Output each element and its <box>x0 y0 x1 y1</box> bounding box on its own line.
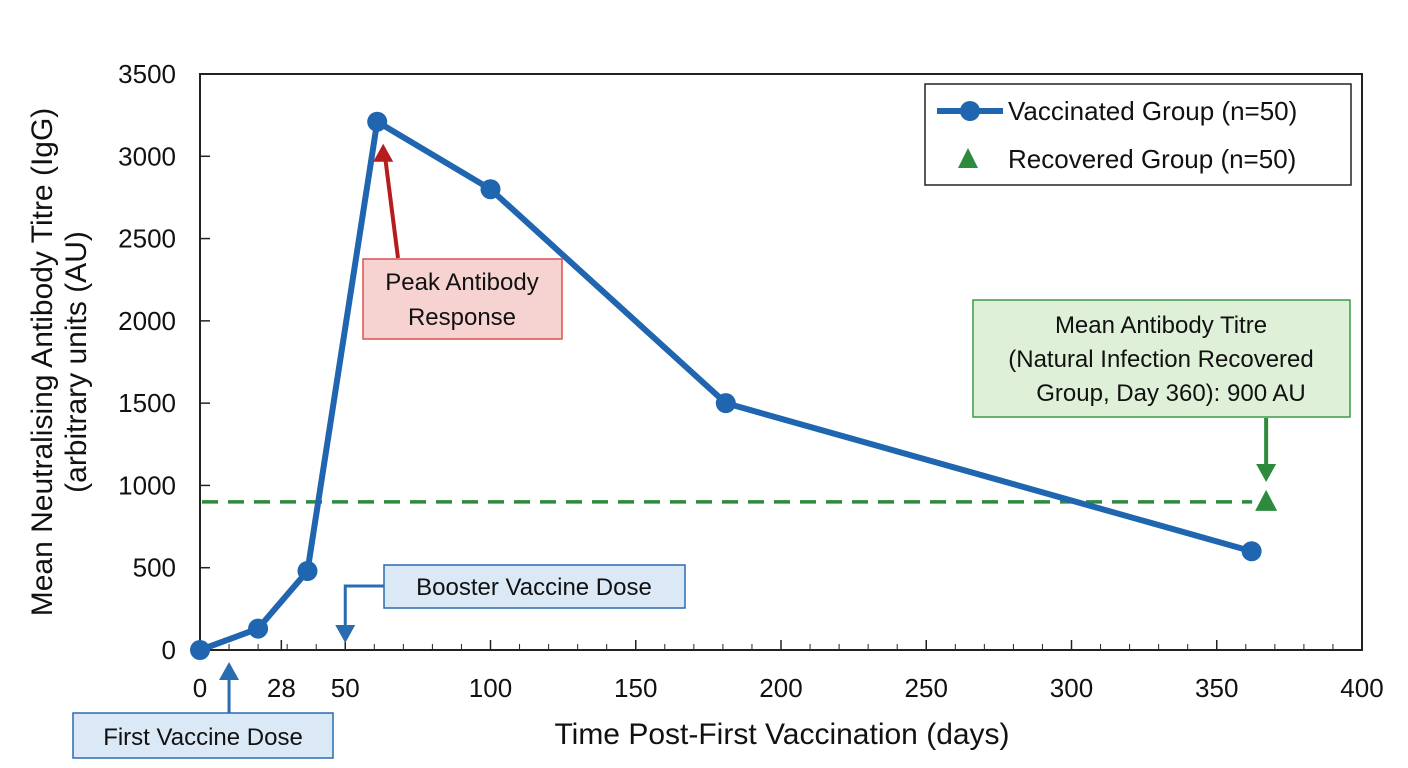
legend-box <box>924 83 1352 186</box>
vaccinated-point <box>367 111 388 132</box>
series-layer <box>190 111 1278 660</box>
x-tick-label: 400 <box>1340 673 1383 703</box>
vaccinated-point <box>1241 541 1262 562</box>
vaccinated-point <box>248 618 269 639</box>
x-tick-label: 300 <box>1050 673 1093 703</box>
x-tick-label: 100 <box>469 673 512 703</box>
y-axis-title-line2: (arbitrary units (AU) <box>60 231 93 493</box>
y-tick-label: 3000 <box>118 141 176 171</box>
recovered-annotation-text: Mean Antibody Titre <box>1055 312 1267 339</box>
y-axis: 0 500 1000 1500 2000 2500 3000 3500 <box>118 59 210 665</box>
x-tick-label: 250 <box>905 673 948 703</box>
legend: Vaccinated Group (n=50) Recovered Group … <box>924 83 1352 186</box>
first-dose-annotation-text: First Vaccine Dose <box>103 724 303 751</box>
x-tick-label: 28 <box>267 673 296 703</box>
legend-marker-recovered <box>958 148 978 168</box>
booster-arrow-head <box>335 625 356 643</box>
y-tick-label: 1500 <box>118 388 176 418</box>
y-tick-label: 1000 <box>118 470 176 500</box>
booster-annotation-box <box>383 564 686 609</box>
x-axis-title: Time Post-First Vaccination (days) <box>554 718 1009 751</box>
recovered-annotation-box <box>972 299 1351 418</box>
legend-label-vaccinated: Vaccinated Group (n=50) <box>1008 96 1297 126</box>
peak-annotation-text: Peak Antibody <box>385 269 538 296</box>
booster-annotation-text: Booster Vaccine Dose <box>416 574 652 601</box>
vaccinated-point <box>480 179 501 200</box>
legend-marker-vaccinated <box>960 101 980 121</box>
x-tick-label: 50 <box>331 673 360 703</box>
y-tick-label: 0 <box>162 635 176 665</box>
recovered-point <box>1255 489 1278 511</box>
y-tick-label: 2500 <box>118 224 176 254</box>
peak-arrow-shaft <box>383 157 400 259</box>
peak-arrow-head <box>373 143 394 162</box>
x-tick-label: 350 <box>1195 673 1238 703</box>
recovered-annotation-text: (Natural Infection Recovered <box>1008 346 1313 373</box>
recovered-annotation-text: Group, Day 360): 900 AU <box>1036 380 1305 407</box>
vaccinated-point <box>715 393 736 414</box>
x-tick-label: 200 <box>759 673 802 703</box>
x-tick-label: 150 <box>614 673 657 703</box>
vaccinated-point <box>297 561 318 582</box>
booster-arrow-shaft <box>343 584 384 628</box>
first-dose-arrow-head <box>219 662 240 680</box>
minor-ticks <box>228 644 1334 650</box>
recovered-arrow-head <box>1256 464 1277 482</box>
y-tick-label: 3500 <box>118 59 176 89</box>
y-axis-title-line1: Mean Neutralising Antibody Titre (IgG) <box>26 108 59 617</box>
annotations-layer: Peak Antibody Response Mean Antibody Titre… <box>72 143 1351 759</box>
peak-annotation-box <box>362 258 563 340</box>
first-dose-annotation-box <box>72 712 334 759</box>
vaccinated-point <box>190 640 210 660</box>
legend-label-recovered: Recovered Group (n=50) <box>1008 144 1296 174</box>
x-axis: 0 28 50 100 150 200 250 300 350 400 <box>193 640 1384 703</box>
y-tick-label: 2000 <box>118 306 176 336</box>
peak-annotation-text: Response <box>408 304 516 331</box>
x-tick-label: 0 <box>193 673 207 703</box>
y-tick-label: 500 <box>133 553 176 583</box>
